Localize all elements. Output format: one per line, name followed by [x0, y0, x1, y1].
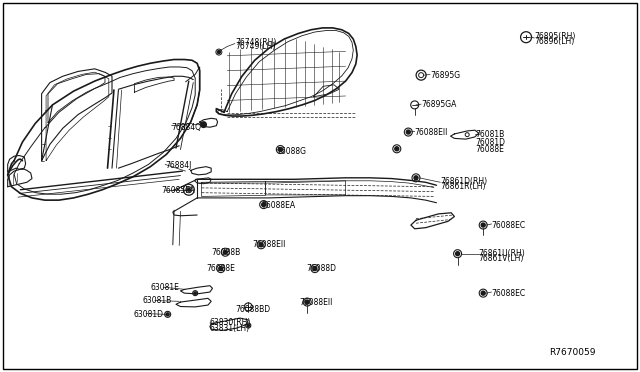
Circle shape — [259, 243, 263, 247]
Circle shape — [456, 252, 460, 256]
Text: 76088D: 76088D — [306, 264, 336, 273]
Text: 76895(RH): 76895(RH) — [534, 32, 576, 41]
Circle shape — [219, 267, 223, 270]
Text: 76895G: 76895G — [430, 71, 460, 80]
Text: R7670059: R7670059 — [549, 348, 596, 357]
Text: 76081B: 76081B — [475, 130, 504, 139]
Text: 76088EC: 76088EC — [492, 289, 525, 298]
Text: 76088B: 76088B — [211, 248, 241, 257]
Text: 76088EII: 76088EII — [253, 240, 286, 249]
Text: 63830(RH): 63830(RH) — [210, 318, 252, 327]
Text: 76085PA: 76085PA — [161, 186, 195, 195]
Circle shape — [395, 147, 399, 151]
Circle shape — [414, 176, 418, 180]
Text: 76081D: 76081D — [475, 138, 505, 147]
Circle shape — [223, 250, 227, 254]
Text: 76896(LH): 76896(LH) — [534, 37, 575, 46]
Text: 76088E: 76088E — [475, 145, 504, 154]
Text: 76895GA: 76895GA — [421, 100, 456, 109]
Text: 76088EA: 76088EA — [261, 201, 295, 210]
Text: 76088EC: 76088EC — [492, 221, 525, 230]
Text: 63081D: 63081D — [133, 310, 163, 319]
Circle shape — [201, 122, 206, 128]
Circle shape — [188, 188, 190, 191]
Circle shape — [166, 313, 169, 316]
Text: 76861V(LH): 76861V(LH) — [479, 254, 524, 263]
Text: 76861U(RH): 76861U(RH) — [479, 249, 525, 258]
Text: 76088E: 76088E — [206, 264, 235, 273]
Text: 76884Q: 76884Q — [172, 123, 202, 132]
Circle shape — [262, 203, 266, 206]
Text: 76749(LH): 76749(LH) — [236, 42, 276, 51]
Circle shape — [481, 223, 485, 227]
Text: 63831(LH): 63831(LH) — [210, 324, 250, 333]
Circle shape — [194, 292, 196, 294]
Text: 76088BD: 76088BD — [236, 305, 271, 314]
Text: 76748(RH): 76748(RH) — [236, 38, 277, 46]
Circle shape — [278, 148, 282, 151]
Circle shape — [313, 267, 317, 270]
Text: 76088EII: 76088EII — [300, 298, 333, 307]
Circle shape — [305, 300, 309, 304]
Text: 76884J: 76884J — [165, 161, 191, 170]
Circle shape — [247, 324, 250, 327]
Text: 63081E: 63081E — [150, 283, 179, 292]
Text: 76861D(RH): 76861D(RH) — [440, 177, 488, 186]
Circle shape — [406, 130, 410, 134]
Circle shape — [481, 291, 485, 295]
Text: 76088G: 76088G — [276, 147, 307, 155]
Circle shape — [218, 51, 220, 54]
Text: 76088EII: 76088EII — [415, 128, 448, 137]
Text: 63081B: 63081B — [142, 296, 172, 305]
Text: 76861R(LH): 76861R(LH) — [440, 182, 486, 191]
